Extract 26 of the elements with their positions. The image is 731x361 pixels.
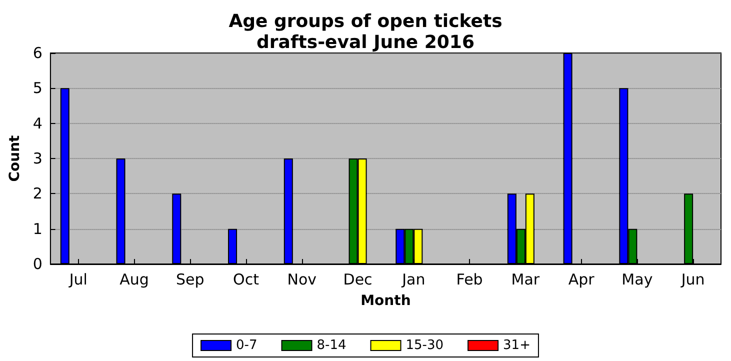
y-tick-label: 3 (32, 150, 42, 168)
x-tick-label: Jun (680, 270, 705, 288)
x-tick-label: Feb (456, 270, 483, 288)
x-axis-title: Month (360, 293, 411, 309)
y-axis-title: Count (7, 134, 23, 182)
x-tick-label: May (622, 270, 653, 288)
legend-label: 15-30 (406, 338, 444, 353)
x-tick-label: Apr (568, 270, 596, 288)
x-tick-label: Mar (511, 270, 540, 288)
x-tick-label: Jul (68, 270, 88, 288)
y-tick-label: 0 (32, 255, 42, 273)
chart-title: Age groups of open tickets drafts-eval June 2016 (228, 11, 502, 53)
x-tick-label: Aug (120, 270, 149, 288)
x-tick-label: Oct (233, 270, 260, 288)
y-tick-label: 2 (32, 184, 42, 203)
y-tick-label: 5 (32, 79, 42, 98)
y-tick-label: 6 (32, 44, 42, 62)
x-tick-label: Nov (287, 270, 317, 288)
legend-label: 31+ (503, 338, 530, 353)
y-tick-label: 1 (32, 220, 42, 238)
y-tick-label: 4 (32, 114, 42, 132)
x-tick-label: Jan (401, 270, 426, 288)
x-tick-label: Sep (176, 270, 204, 288)
legend-label: 8-14 (316, 338, 346, 353)
x-tick-label: Dec (343, 270, 372, 288)
legend-label: 0-7 (236, 338, 258, 353)
